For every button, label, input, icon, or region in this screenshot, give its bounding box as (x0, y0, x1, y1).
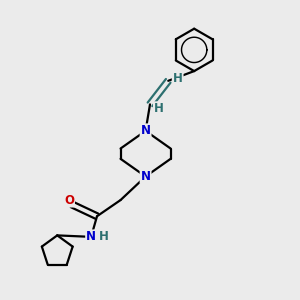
Text: H: H (98, 230, 108, 243)
Text: H: H (154, 102, 164, 115)
Text: H: H (173, 72, 183, 85)
Text: O: O (64, 194, 74, 207)
Text: N: N (141, 170, 151, 183)
Text: N: N (141, 124, 151, 137)
Text: N: N (86, 230, 96, 243)
